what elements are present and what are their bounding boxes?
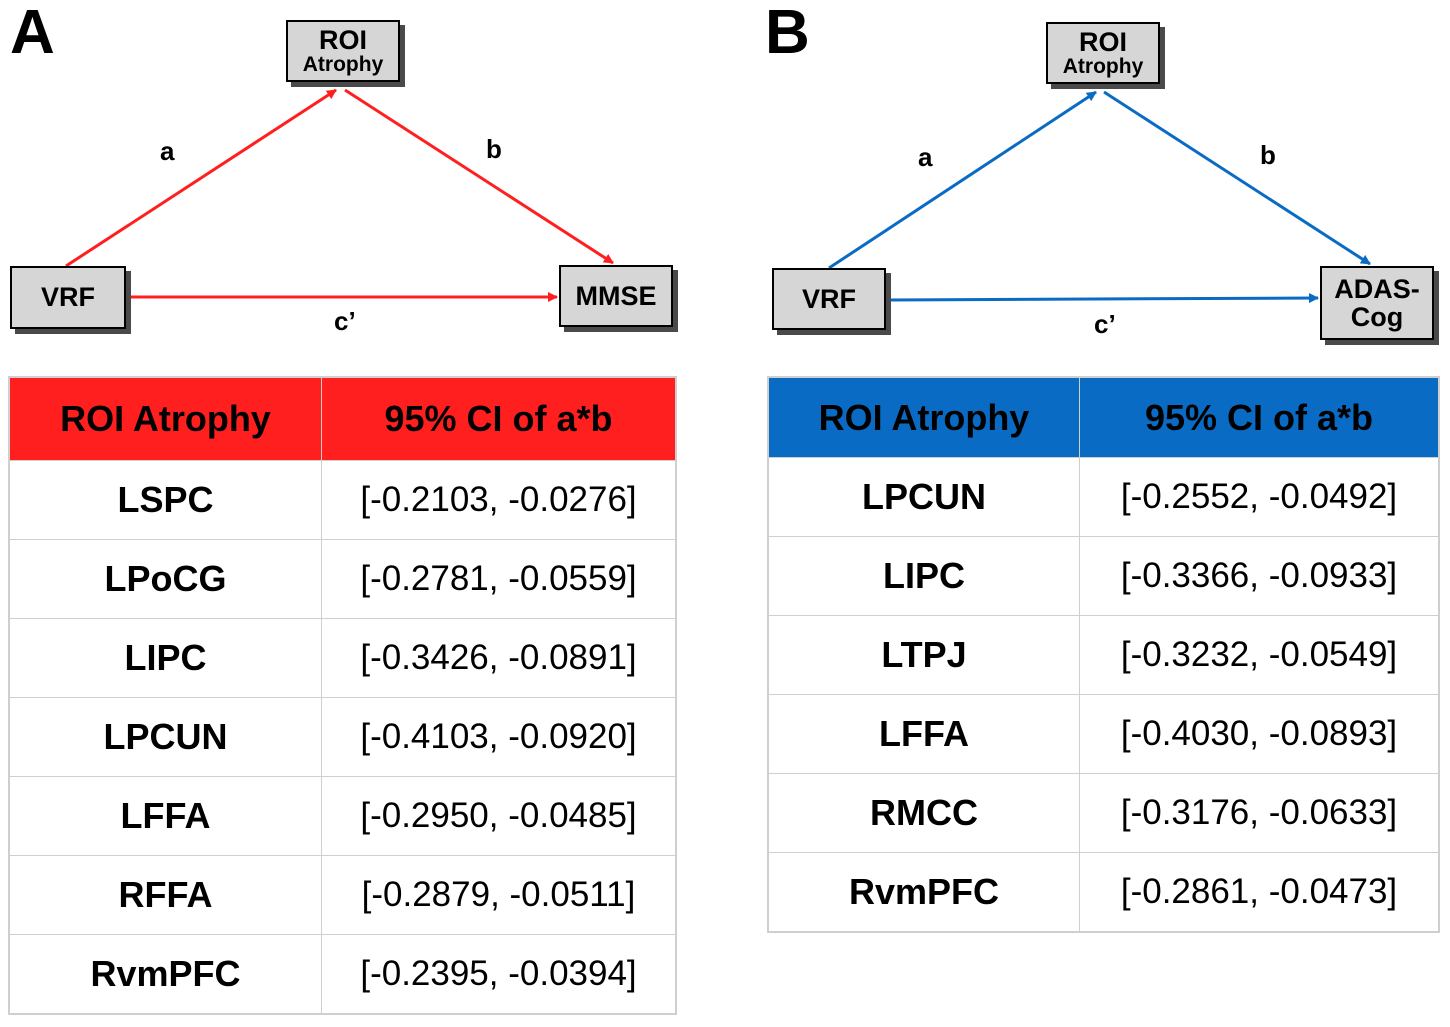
path-c-label: c’	[334, 306, 356, 336]
panel-letter: B	[765, 0, 810, 67]
roi-cell: LTPJ	[768, 615, 1080, 695]
roi-cell: LPCUN	[768, 457, 1080, 537]
path-a-arrow	[65, 88, 337, 268]
path-a-arrow	[828, 90, 1097, 270]
path-b-label: b	[486, 134, 502, 164]
roi-cell: LIPC	[9, 618, 322, 698]
roi-cell: LFFA	[9, 776, 322, 856]
outcome-label: MMSE	[575, 280, 657, 311]
roi-cell: LPCUN	[9, 697, 322, 777]
roi-cell: LSPC	[9, 460, 322, 540]
ci-table: ROI Atrophy 95% CI of a*b LSPC [-0.2103, …	[9, 377, 676, 1014]
ci-cell: [-0.2103, -0.0276]	[321, 460, 676, 540]
predictor-label: VRF	[802, 283, 856, 314]
ci-cell: [-0.2552, -0.0492]	[1079, 457, 1439, 537]
roi-cell: RMCC	[768, 773, 1080, 853]
panel-b: B ROI Atrophy VRF ADAS- Cog a b c’ ROI A…	[725, 0, 1450, 1027]
table-row: LTPJ [-0.3232, -0.0549]	[768, 615, 1439, 695]
roi-cell: LFFA	[768, 694, 1080, 774]
ci-cell: [-0.2861, -0.0473]	[1079, 852, 1439, 932]
table-row: RMCC [-0.3176, -0.0633]	[768, 773, 1439, 853]
ci-cell: [-0.4030, -0.0893]	[1079, 694, 1439, 774]
ci-cell: [-0.3366, -0.0933]	[1079, 536, 1439, 616]
path-b-arrow	[1103, 90, 1371, 266]
roi-cell: LIPC	[768, 536, 1080, 616]
path-c-arrow	[885, 293, 1319, 304]
table-header-row: ROI Atrophy 95% CI of a*b	[768, 377, 1439, 458]
mediation-diagram	[65, 88, 614, 302]
header-ci: 95% CI of a*b	[1079, 377, 1439, 458]
outcome-box: ADAS- Cog	[1320, 266, 1434, 340]
ci-table: ROI Atrophy 95% CI of a*b LPCUN [-0.2552,…	[768, 377, 1439, 932]
predictor-label: VRF	[41, 282, 95, 313]
panel-letter: A	[10, 0, 55, 67]
table-header-row: ROI Atrophy 95% CI of a*b	[9, 377, 676, 461]
mediator-box: ROI Atrophy	[1046, 22, 1160, 84]
header-roi-atrophy: ROI Atrophy	[9, 377, 322, 461]
mediator-label-line1: ROI	[1078, 26, 1127, 57]
panel-a: A ROI Atrophy VRF MMSE a b c’ ROI Atroph…	[9, 0, 676, 1014]
table-row: LSPC [-0.2103, -0.0276]	[9, 460, 676, 540]
table-row: LIPC [-0.3426, -0.0891]	[9, 618, 676, 698]
table-row: LFFA [-0.4030, -0.0893]	[768, 694, 1439, 774]
path-b-label: b	[1260, 140, 1276, 170]
ci-cell: [-0.3426, -0.0891]	[321, 618, 676, 698]
outcome-label-line2: Cog	[1350, 302, 1404, 332]
table-row: RFFA [-0.2879, -0.0511]	[9, 855, 676, 935]
ci-cell: [-0.2950, -0.0485]	[321, 776, 676, 856]
table-row: RvmPFC [-0.2395, -0.0394]	[9, 934, 676, 1014]
mediator-box: ROI Atrophy	[286, 20, 400, 82]
predictor-box: VRF	[10, 266, 126, 329]
path-a-label: a	[918, 142, 933, 172]
ci-cell: [-0.3176, -0.0633]	[1079, 773, 1439, 853]
predictor-box: VRF	[772, 268, 886, 330]
mediator-label-line2: Atrophy	[302, 53, 384, 77]
table-row: LPCUN [-0.2552, -0.0492]	[768, 457, 1439, 537]
ci-cell: [-0.4103, -0.0920]	[321, 697, 676, 777]
roi-cell: RFFA	[9, 855, 322, 935]
path-c-label: c’	[1094, 309, 1116, 339]
path-a-label: a	[160, 136, 175, 166]
ci-cell: [-0.2879, -0.0511]	[321, 855, 676, 935]
table-row: LFFA [-0.2950, -0.0485]	[9, 776, 676, 856]
roi-cell: RvmPFC	[768, 852, 1080, 932]
mediation-diagram	[828, 90, 1371, 304]
table-row: RvmPFC [-0.2861, -0.0473]	[768, 852, 1439, 932]
mediator-label-line2: Atrophy	[1062, 55, 1144, 79]
table-row: LIPC [-0.3366, -0.0933]	[768, 536, 1439, 616]
roi-cell: RvmPFC	[9, 934, 322, 1014]
path-b-arrow	[344, 88, 614, 265]
table-row: LPoCG [-0.2781, -0.0559]	[9, 539, 676, 619]
ci-cell: [-0.2781, -0.0559]	[321, 539, 676, 619]
roi-cell: LPoCG	[9, 539, 322, 619]
header-roi-atrophy: ROI Atrophy	[768, 377, 1080, 458]
outcome-box: MMSE	[559, 265, 673, 327]
header-ci: 95% CI of a*b	[321, 377, 676, 461]
outcome-label-line1: ADAS-	[1334, 273, 1420, 304]
table-row: LPCUN [-0.4103, -0.0920]	[9, 697, 676, 777]
mediator-label-line1: ROI	[318, 24, 367, 55]
ci-cell: [-0.3232, -0.0549]	[1079, 615, 1439, 695]
ci-cell: [-0.2395, -0.0394]	[321, 934, 676, 1014]
